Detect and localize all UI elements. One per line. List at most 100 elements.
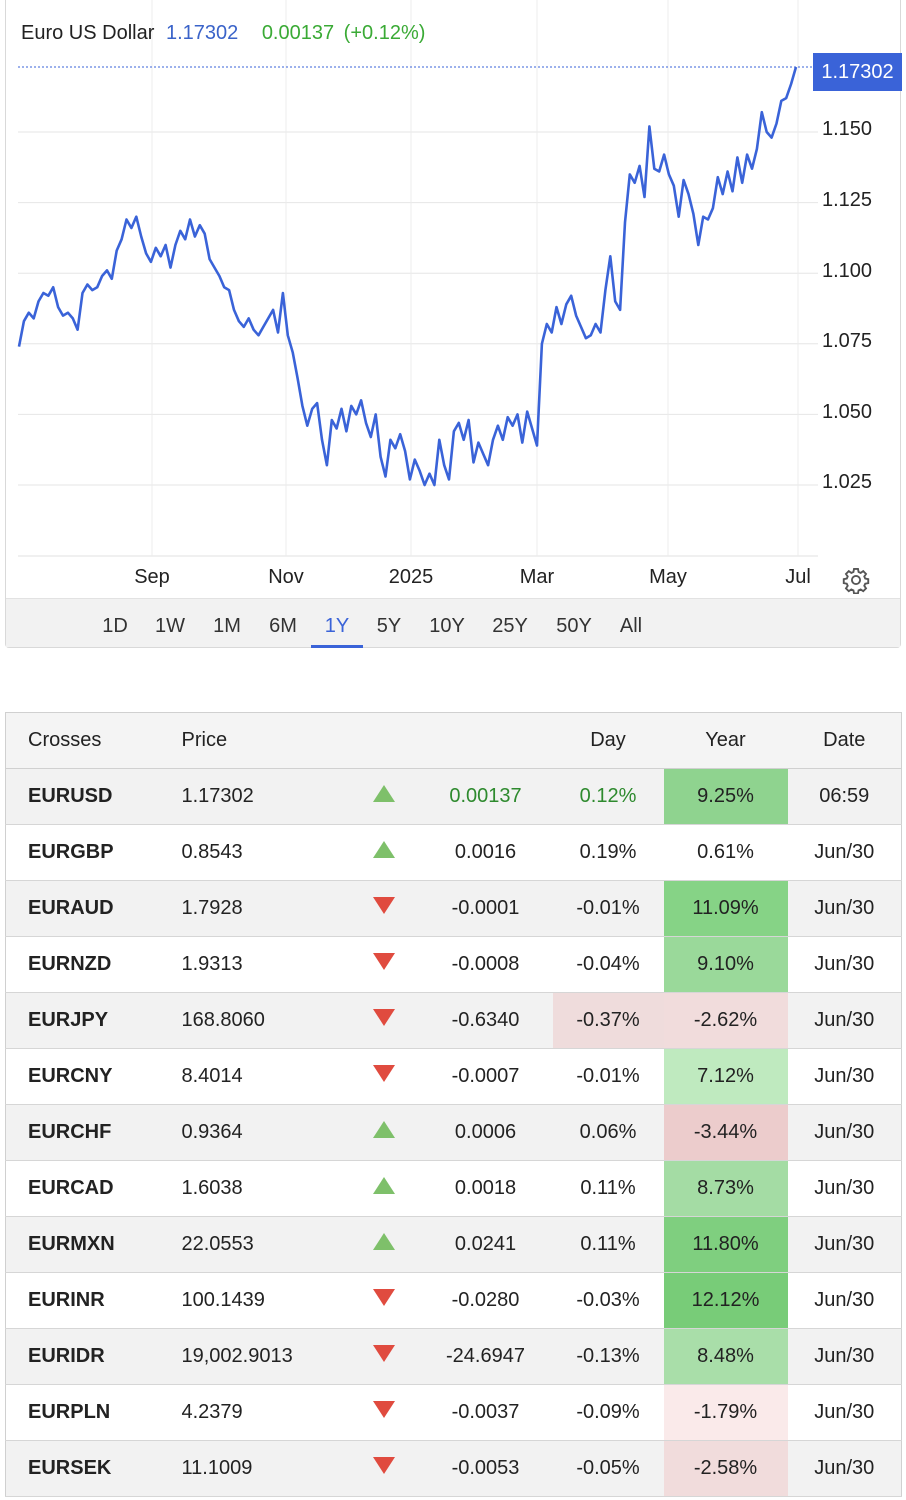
cross-price: 168.8060 [167, 992, 349, 1049]
cross-change: -0.0007 [418, 1048, 553, 1105]
column-header-arrow [348, 712, 419, 769]
cross-symbol[interactable]: EURPLN [5, 1384, 168, 1441]
y-tick-label: 1.125 [822, 189, 873, 211]
range-button[interactable]: 10Y [429, 615, 465, 637]
cross-symbol[interactable]: EURMXN [5, 1216, 168, 1273]
cross-price: 8.4014 [167, 1048, 349, 1105]
cross-change: -0.0008 [418, 936, 553, 993]
column-header-price[interactable]: Price [167, 712, 349, 769]
chart-header: Euro US Dollar 1.17302 0.00137 (+0.12%) [21, 22, 429, 45]
cross-symbol[interactable]: EURINR [5, 1272, 168, 1329]
arrow-down-icon [372, 1289, 395, 1306]
table-row[interactable]: EURCHF 0.9364 0.0006 0.06% -3.44% Jun/30 [5, 1104, 902, 1161]
cross-symbol[interactable]: EURCAD [5, 1160, 168, 1217]
direction-cell [348, 1160, 419, 1217]
direction-cell [348, 1216, 419, 1273]
cross-change: -0.6340 [418, 992, 553, 1049]
arrow-down-icon [372, 1009, 395, 1026]
cross-date: Jun/30 [787, 880, 902, 937]
cross-year-percent: -2.62% [663, 992, 788, 1049]
cross-day-percent: -0.13% [552, 1328, 664, 1385]
table-header-row: Crosses Price Day Year Date [5, 712, 902, 769]
time-range-bar: 1D 1W 1M 6M 1Y 5Y 10Y 25Y 50Y All [6, 598, 900, 648]
table-row[interactable]: EURCNY 8.4014 -0.0007 -0.01% 7.12% Jun/30 [5, 1048, 902, 1105]
cross-symbol[interactable]: EURIDR [5, 1328, 168, 1385]
price-chart[interactable] [6, 0, 900, 598]
table-row[interactable]: EURJPY 168.8060 -0.6340 -0.37% -2.62% Jun/30 [5, 992, 902, 1049]
arrow-down-icon [372, 1457, 395, 1474]
cross-symbol[interactable]: EURCNY [5, 1048, 168, 1105]
cross-date: Jun/30 [787, 1048, 902, 1105]
cross-date: 06:59 [787, 768, 902, 825]
cross-change: -0.0001 [418, 880, 553, 937]
cross-year-percent: 8.48% [663, 1328, 788, 1385]
table-row[interactable]: EURIDR 19,002.9013 -24.6947 -0.13% 8.48% Jun/… [5, 1328, 902, 1385]
cross-symbol[interactable]: EURUSD [5, 768, 168, 825]
arrow-up-icon [372, 785, 395, 802]
range-button[interactable]: 1D [102, 615, 128, 637]
cross-year-percent: 8.73% [663, 1160, 788, 1217]
direction-cell [348, 1104, 419, 1161]
range-button[interactable]: 6M [269, 615, 297, 637]
cross-date: Jun/30 [787, 824, 902, 881]
active-range-indicator [311, 645, 363, 648]
table-row[interactable]: EURMXN 22.0553 0.0241 0.11% 11.80% Jun/30 [5, 1216, 902, 1273]
y-tick-label: 1.150 [822, 118, 873, 140]
cross-price: 1.6038 [167, 1160, 349, 1217]
range-button[interactable]: All [619, 615, 643, 637]
table-row[interactable]: EURPLN 4.2379 -0.0037 -0.09% -1.79% Jun/30 [5, 1384, 902, 1441]
cross-day-percent: -0.09% [552, 1384, 664, 1441]
cross-change: -0.0053 [418, 1440, 553, 1497]
column-header-crosses[interactable]: Crosses [5, 712, 168, 769]
table-row[interactable]: EURSEK 11.1009 -0.0053 -0.05% -2.58% Jun/30 [5, 1440, 902, 1497]
chart-panel: Euro US Dollar 1.17302 0.00137 (+0.12%) … [5, 0, 902, 648]
range-button[interactable]: 50Y [556, 615, 592, 637]
cross-date: Jun/30 [787, 1440, 902, 1497]
range-button[interactable]: 1W [155, 615, 185, 637]
range-button[interactable]: 1M [213, 615, 241, 637]
range-button[interactable]: 5Y [376, 615, 402, 637]
table-row[interactable]: EURINR 100.1439 -0.0280 -0.03% 12.12% Jun/30 [5, 1272, 902, 1329]
cross-year-percent: 11.80% [663, 1216, 788, 1273]
cross-change: 0.0016 [418, 824, 553, 881]
range-button[interactable]: 1Y [324, 615, 350, 637]
cross-date: Jun/30 [787, 1272, 902, 1329]
cross-symbol[interactable]: EURCHF [5, 1104, 168, 1161]
cross-symbol[interactable]: EURGBP [5, 824, 168, 881]
range-button[interactable]: 25Y [492, 615, 528, 637]
cross-day-percent: 0.12% [552, 768, 664, 825]
cross-symbol[interactable]: EURAUD [5, 880, 168, 937]
cross-change: 0.00137 [418, 768, 553, 825]
gear-icon[interactable] [842, 566, 870, 594]
column-header-day[interactable]: Day [552, 712, 664, 769]
cross-date: Jun/30 [787, 1216, 902, 1273]
cross-price: 22.0553 [167, 1216, 349, 1273]
table-row[interactable]: EURAUD 1.7928 -0.0001 -0.01% 11.09% Jun/30 [5, 880, 902, 937]
x-tick-label: 2025 [388, 566, 434, 588]
table-row[interactable]: EURGBP 0.8543 0.0016 0.19% 0.61% Jun/30 [5, 824, 902, 881]
table-row[interactable]: EURCAD 1.6038 0.0018 0.11% 8.73% Jun/30 [5, 1160, 902, 1217]
table-row[interactable]: EURNZD 1.9313 -0.0008 -0.04% 9.10% Jun/30 [5, 936, 902, 993]
cross-year-percent: 11.09% [663, 880, 788, 937]
direction-cell [348, 936, 419, 993]
cross-symbol[interactable]: EURSEK [5, 1440, 168, 1497]
cross-day-percent: -0.01% [552, 1048, 664, 1105]
cross-symbol[interactable]: EURJPY [5, 992, 168, 1049]
cross-day-percent: 0.11% [552, 1216, 664, 1273]
column-header-date[interactable]: Date [787, 712, 902, 769]
arrow-up-icon [372, 1177, 395, 1194]
cross-price: 1.17302 [167, 768, 349, 825]
column-header-year[interactable]: Year [663, 712, 788, 769]
cross-price: 4.2379 [167, 1384, 349, 1441]
cross-price: 0.9364 [167, 1104, 349, 1161]
y-tick-label: 1.100 [822, 260, 873, 282]
cross-year-percent: 9.10% [663, 936, 788, 993]
cross-year-percent: -2.58% [663, 1440, 788, 1497]
direction-cell [348, 1440, 419, 1497]
table-row[interactable]: EURUSD 1.17302 0.00137 0.12% 9.25% 06:59 [5, 768, 902, 825]
cross-date: Jun/30 [787, 992, 902, 1049]
cross-price: 19,002.9013 [167, 1328, 349, 1385]
direction-cell [348, 1384, 419, 1441]
cross-symbol[interactable]: EURNZD [5, 936, 168, 993]
cross-day-percent: 0.06% [552, 1104, 664, 1161]
